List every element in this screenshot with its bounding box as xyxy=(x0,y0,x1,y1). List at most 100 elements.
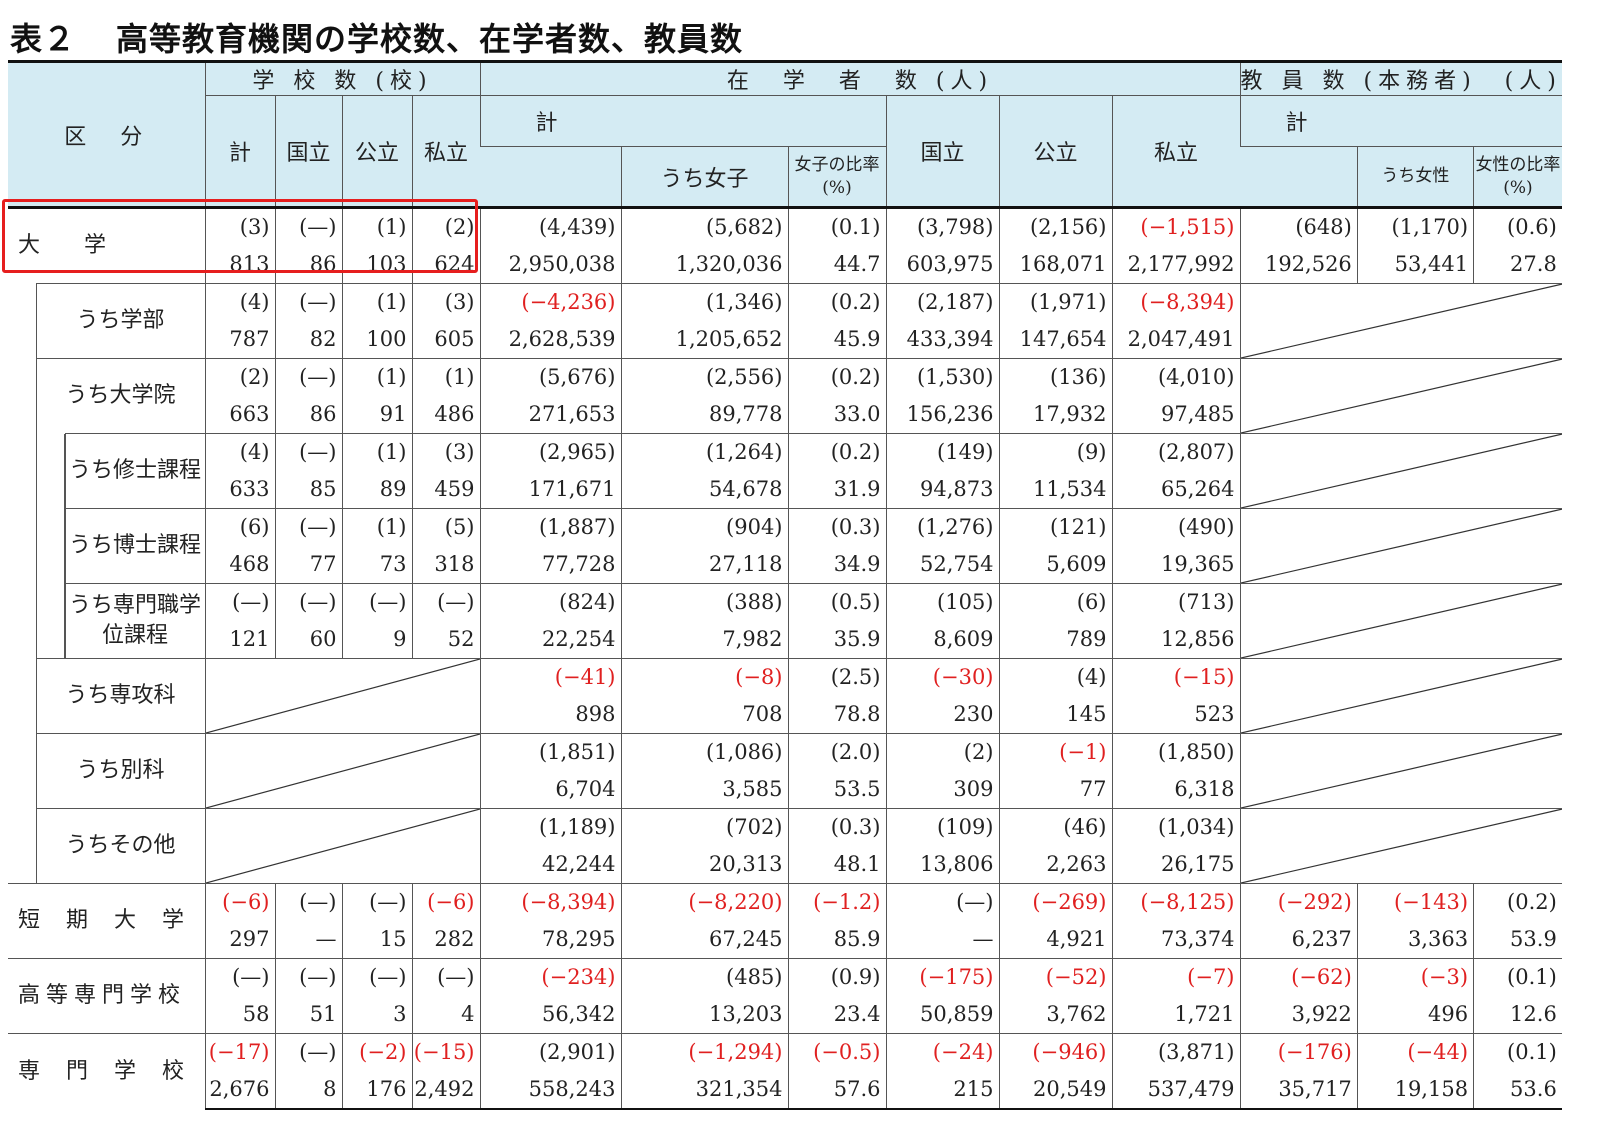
change-cell: (−3) xyxy=(1356,958,1474,996)
change-cell: (3) xyxy=(411,283,480,321)
change-cell: (−1) xyxy=(998,733,1112,771)
value-cell: 53,441 xyxy=(1356,246,1474,284)
value-cell: 8,609 xyxy=(885,621,999,659)
value-cell: 2,628,539 xyxy=(479,321,621,359)
value-cell: 2,263 xyxy=(998,846,1112,884)
change-cell: (1,189) xyxy=(479,808,621,846)
change-cell: (1,530) xyxy=(885,358,999,396)
value-cell: 53.9 xyxy=(1473,921,1562,959)
change-cell: (−4,236) xyxy=(479,283,621,321)
value-cell: 2,492 xyxy=(411,1071,480,1110)
change-cell: (2) xyxy=(204,358,275,396)
value-cell: 13,203 xyxy=(620,996,788,1034)
value-cell: 23.4 xyxy=(787,996,886,1034)
change-cell: (0.3) xyxy=(787,808,886,846)
change-cell: (2.0) xyxy=(787,733,886,771)
change-cell: (—) xyxy=(411,583,480,621)
change-cell: (−8,394) xyxy=(479,883,621,921)
change-cell: (0.3) xyxy=(787,508,886,546)
value-cell: 297 xyxy=(204,921,275,959)
table-number: 表２ xyxy=(10,20,77,58)
value-cell: 50,859 xyxy=(885,996,999,1034)
value-cell: 2,047,491 xyxy=(1111,321,1240,359)
row-label: 大 学 xyxy=(18,233,107,258)
teacher-diagonal-blank xyxy=(1239,583,1562,659)
teacher-diagonal-blank xyxy=(1239,808,1562,884)
change-cell: (713) xyxy=(1111,583,1240,621)
teacher-diagonal-blank xyxy=(1239,508,1562,584)
value-cell: 35,717 xyxy=(1239,1071,1358,1110)
change-cell: (−17) xyxy=(204,1033,275,1071)
change-cell: (−7) xyxy=(1111,958,1240,996)
value-cell: 898 xyxy=(479,696,621,734)
value-cell: 1,721 xyxy=(1111,996,1240,1034)
value-cell: 176 xyxy=(341,1071,412,1110)
value-cell: 215 xyxy=(885,1071,999,1110)
change-cell: (1) xyxy=(341,433,412,471)
change-cell: (−292) xyxy=(1239,883,1358,921)
value-cell: 147,654 xyxy=(998,321,1112,359)
value-cell: 11,534 xyxy=(998,471,1112,509)
value-cell: 82 xyxy=(274,321,342,359)
value-cell: 145 xyxy=(998,696,1112,734)
header-teachers: 教 員 数 (本務者) (人) xyxy=(1239,60,1562,96)
change-cell: (−269) xyxy=(998,883,1112,921)
header-school-kei: 計 xyxy=(204,95,275,209)
change-cell: (5,676) xyxy=(479,358,621,396)
value-cell: 31.9 xyxy=(787,471,886,509)
change-cell: (—) xyxy=(274,958,342,996)
row-label: 専 門 学 校 xyxy=(8,1033,205,1109)
value-cell: 12,856 xyxy=(1111,621,1240,659)
value-cell: 53.5 xyxy=(787,771,886,809)
value-cell: 1,205,652 xyxy=(620,321,788,359)
change-cell: (0.2) xyxy=(787,433,886,471)
teacher-diagonal-blank xyxy=(1239,433,1562,509)
value-cell: — xyxy=(274,921,342,959)
change-cell: (1) xyxy=(411,358,480,396)
value-cell: 65,264 xyxy=(1111,471,1240,509)
change-cell: (121) xyxy=(998,508,1112,546)
value-cell: 85.9 xyxy=(787,921,886,959)
change-cell: (46) xyxy=(998,808,1112,846)
value-cell: 6,704 xyxy=(479,771,621,809)
change-cell: (3,798) xyxy=(885,207,999,246)
value-cell: 486 xyxy=(411,396,480,434)
change-cell: (6) xyxy=(204,508,275,546)
change-cell: (824) xyxy=(479,583,621,621)
change-cell: (9) xyxy=(998,433,1112,471)
change-cell: (1,850) xyxy=(1111,733,1240,771)
value-cell: 468 xyxy=(204,546,275,584)
change-cell: (—) xyxy=(274,583,342,621)
statistics-table: 区 分 学 校 数 (校) 在 学 者 数 (人) 教 員 数 (本務者) (人… xyxy=(8,60,1562,1110)
change-cell: (2,807) xyxy=(1111,433,1240,471)
value-cell: 15 xyxy=(341,921,412,959)
row-label: うち大学院 xyxy=(35,358,205,434)
value-cell: 77 xyxy=(274,546,342,584)
change-cell: (3) xyxy=(204,207,275,246)
change-cell: (—) xyxy=(885,883,999,921)
header-student-kei-blank xyxy=(480,146,621,209)
change-cell: (1,887) xyxy=(479,508,621,546)
value-cell: 35.9 xyxy=(787,621,886,659)
value-cell: 48.1 xyxy=(787,846,886,884)
indent-spacer xyxy=(8,734,36,809)
change-cell: (1) xyxy=(341,207,412,246)
value-cell: 433,394 xyxy=(885,321,999,359)
value-cell: 4,921 xyxy=(998,921,1112,959)
change-cell: (2,187) xyxy=(885,283,999,321)
change-cell: (0.2) xyxy=(787,358,886,396)
change-cell: (−176) xyxy=(1239,1033,1358,1071)
value-cell: 156,236 xyxy=(885,396,999,434)
value-cell: 73 xyxy=(341,546,412,584)
change-cell: (−2) xyxy=(341,1033,412,1071)
change-cell: (0.2) xyxy=(1473,883,1562,921)
change-cell: (0.9) xyxy=(787,958,886,996)
change-cell: (—) xyxy=(274,508,342,546)
value-cell: 73,374 xyxy=(1111,921,1240,959)
value-cell: 558,243 xyxy=(479,1071,621,1110)
value-cell: 168,071 xyxy=(998,246,1112,284)
change-cell: (−0.5) xyxy=(787,1033,886,1071)
change-cell: (−1,294) xyxy=(620,1033,788,1071)
value-cell: 6,318 xyxy=(1111,771,1240,809)
teacher-diagonal-blank xyxy=(1239,658,1562,734)
